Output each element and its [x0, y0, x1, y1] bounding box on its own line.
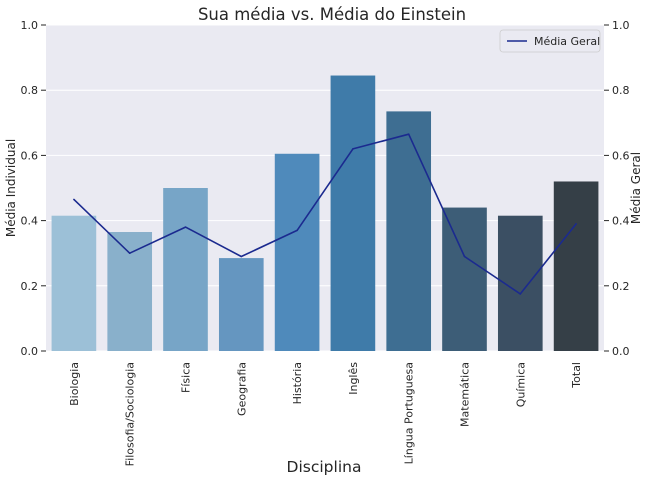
- media-geral-line: [73, 133, 577, 295]
- media-geral-point: [519, 293, 522, 295]
- x-tick-label: Matemática: [459, 362, 472, 427]
- y-tick-label-left: 0.8: [21, 84, 39, 97]
- bar-total: [553, 181, 599, 351]
- media-geral-point: [463, 255, 466, 258]
- bar-l-ngua-portuguesa: [386, 111, 432, 351]
- y-tick-label-left: 1.0: [21, 19, 39, 32]
- media-geral-point: [184, 226, 187, 228]
- bars: [51, 75, 599, 351]
- x-tick-label: Geografia: [235, 362, 248, 416]
- legend-label: Média Geral: [534, 35, 600, 48]
- media-geral-point: [352, 148, 354, 150]
- x-tick-label: Química: [514, 362, 527, 407]
- x-tick-label: Física: [180, 362, 193, 393]
- y-tick-label-right: 0.6: [612, 149, 630, 162]
- x-tick-label: História: [291, 362, 304, 404]
- media-geral-point: [73, 198, 75, 201]
- media-geral-point: [296, 229, 298, 232]
- media-geral-point: [575, 223, 577, 225]
- media-geral-point: [240, 255, 243, 258]
- y-tick-label-right: 0.2: [612, 280, 630, 293]
- y-tick-label-right: 0.8: [612, 84, 630, 97]
- media-geral-point: [128, 252, 131, 254]
- x-tick-label: Biologia: [68, 362, 81, 406]
- x-tick-label: Inglês: [347, 362, 360, 395]
- y-tick-label-left: 0.6: [21, 149, 39, 162]
- y-tick-label-right: 0.4: [612, 215, 630, 228]
- bar-matem-tica: [442, 207, 487, 351]
- bar-filosofia-sociologia: [107, 232, 153, 351]
- y-tick-label-left: 0.2: [21, 280, 39, 293]
- bar-geografia: [218, 258, 264, 351]
- right-axis-ticks: 0.0 0.2 0.4 0.6 0.8 1.0: [604, 19, 630, 358]
- y-tick-label-left: 0.4: [21, 215, 39, 228]
- x-tick-label: Filosofia/Sociologia: [124, 362, 137, 466]
- bar-hist-ria: [274, 153, 320, 351]
- bar-f-sica: [163, 188, 208, 351]
- left-axis-ticks: 0.0 0.2 0.4 0.6 0.8 1.0: [21, 19, 46, 358]
- y-tick-label-left: 0.0: [21, 345, 39, 358]
- x-tick-label: Total: [570, 362, 583, 389]
- legend: Média Geral: [499, 29, 601, 53]
- y-axis-title-left: Média Individual: [4, 139, 18, 237]
- bar-ingl-s: [330, 75, 376, 351]
- x-axis-title: Disciplina: [287, 458, 362, 476]
- line-layer: [73, 133, 577, 295]
- y-tick-label-right: 0.0: [612, 345, 630, 358]
- y-axis-title-right: Média Geral: [629, 152, 643, 224]
- y-tick-label-right: 1.0: [612, 19, 630, 32]
- legend-box: [499, 29, 601, 53]
- x-tick-label: Língua Portuguesa: [403, 362, 416, 464]
- bar-biologia: [51, 215, 97, 351]
- x-axis-ticks: Biologia Filosofia/Sociologia Física Geogra…: [68, 362, 583, 467]
- media-geral-point: [407, 133, 410, 136]
- chart-title: Sua média vs. Média do Einstein: [198, 5, 466, 24]
